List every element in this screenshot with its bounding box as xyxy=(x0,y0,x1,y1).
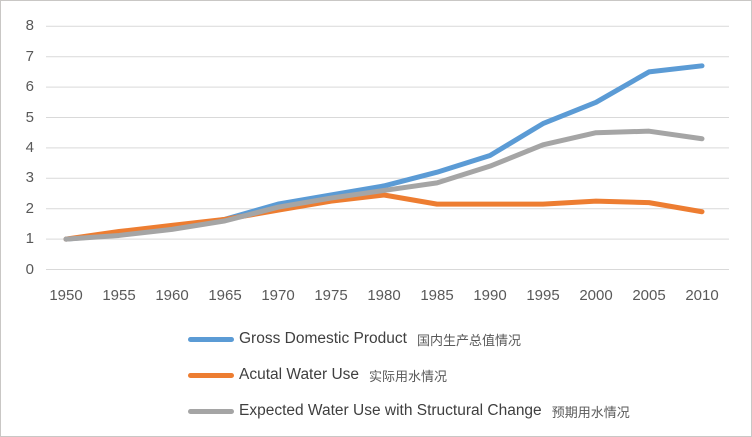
legend-label-zh: 实际用水情况 xyxy=(369,368,448,384)
actual-water-use-line-swatch-icon xyxy=(188,372,234,378)
x-tick-label: 1995 xyxy=(526,287,560,304)
legend-label-en: Expected Water Use with Structural Chang… xyxy=(239,402,542,419)
y-tick-label: 4 xyxy=(25,138,34,156)
x-tick-label: 1960 xyxy=(155,287,189,304)
legend-item-actual-water-use: Acutal Water Use 实际用水情况 xyxy=(188,357,630,393)
legend-label-zh: 预期用水情况 xyxy=(551,404,630,420)
x-tick-label: 1955 xyxy=(102,287,136,304)
series-line-acutal-water-use xyxy=(63,192,705,242)
legend-item-gross-domestic-product: Gross Domestic Product 国内生产总值情况 xyxy=(188,321,630,357)
x-tick-label: 2005 xyxy=(632,287,666,304)
y-tick-label: 5 xyxy=(25,108,34,126)
x-tick-label: 1970 xyxy=(261,287,295,304)
expected-water-use-line-swatch-icon xyxy=(188,408,234,414)
x-tick-label: 2010 xyxy=(685,287,719,304)
legend-label-en: Acutal Water Use xyxy=(239,366,360,383)
legend-item-expected-water-use: Expected Water Use with Structural Chang… xyxy=(188,393,630,429)
y-tick-label: 2 xyxy=(25,199,34,217)
legend-label-zh: 国内生产总值情况 xyxy=(416,332,521,348)
y-tick-label: 3 xyxy=(25,169,34,187)
x-tick-label: 1965 xyxy=(208,287,242,304)
gdp-line-swatch-icon xyxy=(188,336,234,342)
y-tick-label: 8 xyxy=(25,17,34,35)
x-tick-label: 1980 xyxy=(367,287,401,304)
y-tick-label: 6 xyxy=(25,78,34,96)
x-tick-label: 1990 xyxy=(473,287,507,304)
y-tick-label: 1 xyxy=(25,230,34,248)
x-tick-label: 1950 xyxy=(49,287,83,304)
series-line-gross-domestic-product xyxy=(63,63,705,242)
legend-label-en: Gross Domestic Product xyxy=(239,330,407,347)
x-tick-label: 1985 xyxy=(420,287,454,304)
legend: Gross Domestic Product 国内生产总值情况 Acutal W… xyxy=(188,321,630,429)
series-line-expected-water-use-with-structural-change xyxy=(63,128,705,242)
x-tick-label: 1975 xyxy=(314,287,348,304)
x-tick-label: 2000 xyxy=(579,287,613,304)
y-tick-label: 0 xyxy=(25,260,34,278)
y-tick-label: 7 xyxy=(25,47,34,65)
